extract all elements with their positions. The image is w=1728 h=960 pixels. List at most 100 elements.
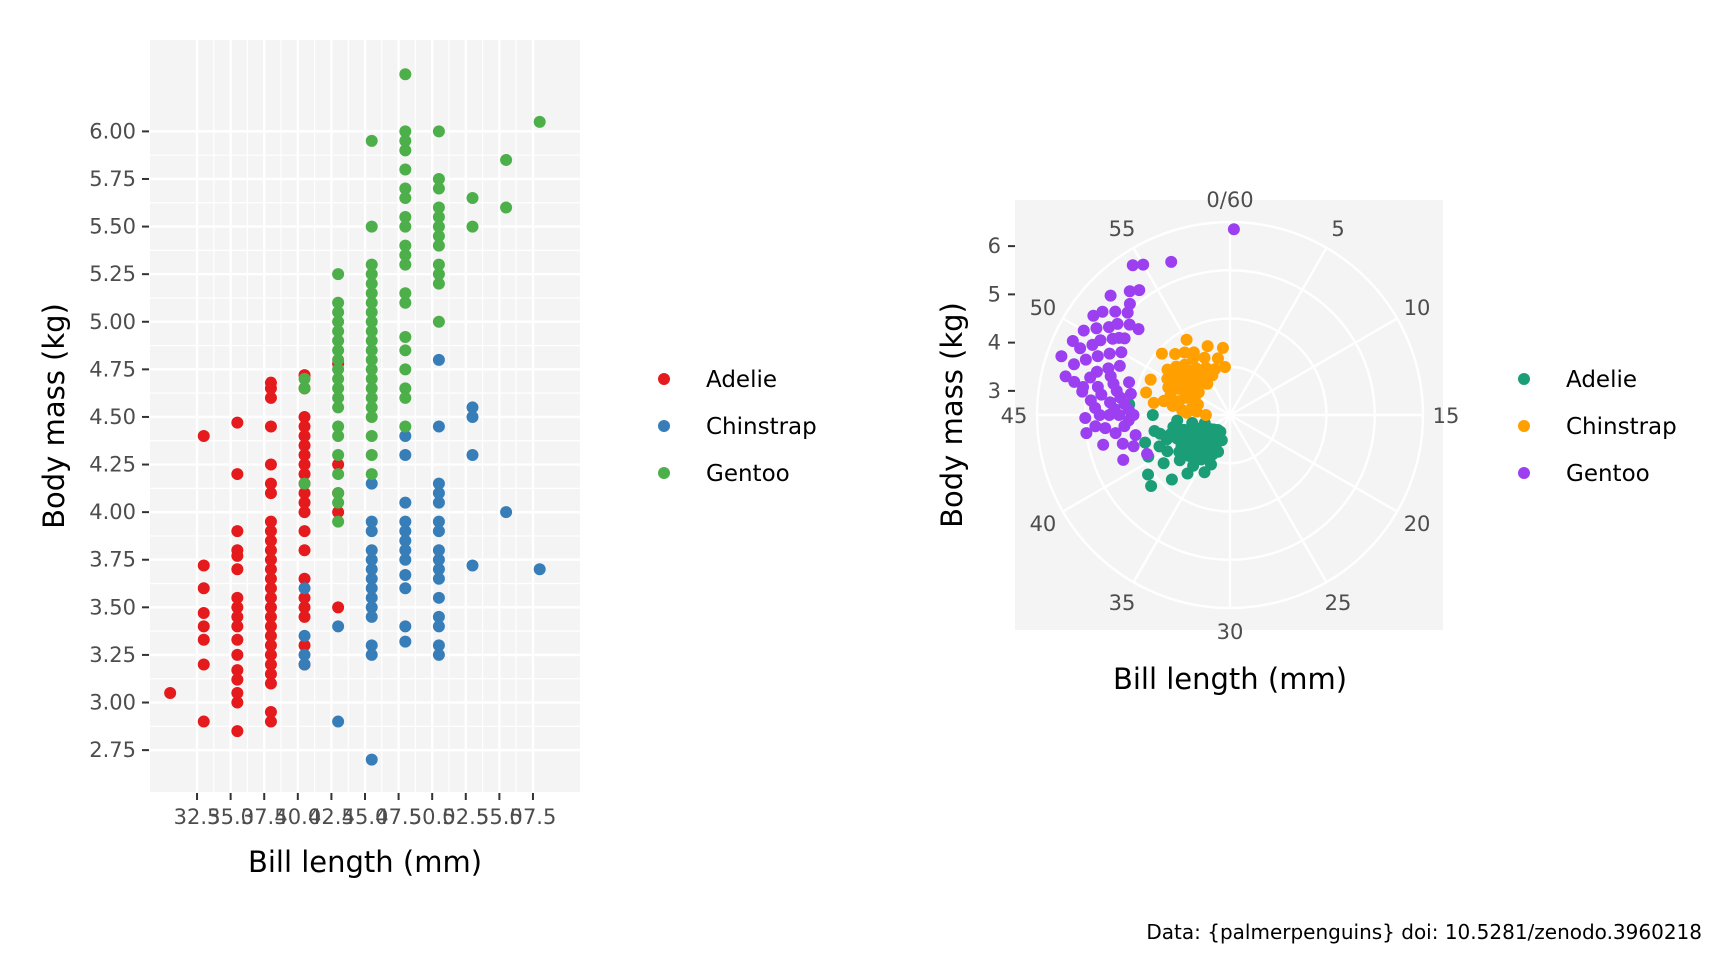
polar-gridlines bbox=[1035, 220, 1425, 610]
data-point-gentoo bbox=[399, 211, 412, 224]
data-point-adelie bbox=[231, 687, 244, 700]
polar-point-gentoo bbox=[1079, 412, 1092, 425]
data-point-chinstrap bbox=[298, 582, 311, 595]
data-point-gentoo bbox=[432, 277, 445, 290]
data-point-gentoo bbox=[399, 163, 412, 176]
angle-tick-label: 55 bbox=[1109, 217, 1136, 241]
data-point-chinstrap bbox=[365, 601, 378, 614]
r-tick-label: 5 bbox=[988, 282, 1001, 306]
data-point-gentoo bbox=[365, 372, 378, 385]
data-point-adelie bbox=[298, 506, 311, 519]
x-tick-label: 52.5 bbox=[442, 805, 489, 829]
polar-point-chinstrap bbox=[1218, 361, 1231, 374]
data-point-gentoo bbox=[399, 363, 412, 376]
data-point-chinstrap bbox=[432, 639, 445, 652]
data-point-chinstrap bbox=[365, 544, 378, 557]
legend-label-adelie: Adelie bbox=[706, 367, 777, 393]
polar-point-chinstrap bbox=[1144, 373, 1157, 386]
polar-point-chinstrap bbox=[1140, 386, 1153, 399]
data-source-caption: Data: {palmerpenguins} doi: 10.5281/zeno… bbox=[1146, 920, 1702, 944]
data-point-chinstrap bbox=[500, 506, 513, 519]
data-point-adelie bbox=[264, 376, 277, 389]
data-point-chinstrap bbox=[399, 534, 412, 547]
data-point-adelie bbox=[298, 487, 311, 500]
polar-point-gentoo bbox=[1165, 255, 1178, 268]
data-point-chinstrap bbox=[432, 525, 445, 538]
left-gridlines bbox=[150, 40, 580, 792]
data-point-gentoo bbox=[332, 306, 345, 319]
data-point-gentoo bbox=[432, 268, 445, 281]
data-point-gentoo bbox=[332, 487, 345, 500]
data-point-gentoo bbox=[365, 315, 378, 328]
data-point-gentoo bbox=[365, 468, 378, 481]
polar-point-gentoo bbox=[1087, 309, 1100, 322]
data-point-adelie bbox=[298, 591, 311, 604]
polar-spoke bbox=[1228, 247, 1328, 416]
data-point-gentoo bbox=[365, 353, 378, 366]
data-point-gentoo bbox=[365, 277, 378, 290]
data-point-adelie bbox=[264, 515, 277, 528]
angle-tick-label: 10 bbox=[1404, 296, 1431, 320]
polar-point-chinstrap bbox=[1162, 381, 1175, 394]
data-point-adelie bbox=[264, 639, 277, 652]
polar-point-gentoo bbox=[1059, 370, 1072, 383]
legend-label-adelie: Adelie bbox=[1566, 367, 1637, 393]
data-point-gentoo bbox=[399, 296, 412, 309]
polar-point-gentoo bbox=[1090, 365, 1103, 378]
data-point-gentoo bbox=[399, 287, 412, 300]
data-point-adelie bbox=[264, 525, 277, 538]
data-point-chinstrap bbox=[365, 553, 378, 566]
polar-point-gentoo bbox=[1055, 350, 1068, 363]
data-point-chinstrap bbox=[432, 420, 445, 433]
data-point-adelie bbox=[264, 706, 277, 719]
left-y-axis: 2.75 3.00 3.25 3.50 3.75 4.00 4.25 4.50 4.75 5.00… bbox=[89, 119, 149, 762]
data-point-adelie bbox=[264, 658, 277, 671]
legend-label-chinstrap: Chinstrap bbox=[706, 414, 817, 440]
y-tick-label: 6.00 bbox=[89, 119, 136, 143]
data-point-gentoo bbox=[298, 372, 311, 385]
data-point-adelie bbox=[264, 601, 277, 614]
data-point-gentoo bbox=[365, 363, 378, 376]
legend-key-gentoo bbox=[658, 467, 670, 479]
legend-key-adelie bbox=[1518, 373, 1530, 385]
data-point-gentoo bbox=[399, 182, 412, 195]
data-point-gentoo bbox=[399, 192, 412, 205]
data-point-adelie bbox=[298, 468, 311, 481]
data-point-adelie bbox=[264, 544, 277, 557]
data-point-gentoo bbox=[432, 230, 445, 243]
y-tick-label: 5.25 bbox=[89, 262, 136, 286]
polar-point-gentoo bbox=[1132, 323, 1145, 336]
data-point-chinstrap bbox=[533, 563, 546, 576]
data-point-gentoo bbox=[399, 330, 412, 343]
data-point-gentoo bbox=[332, 515, 345, 528]
data-point-chinstrap bbox=[365, 563, 378, 576]
polar-point-gentoo bbox=[1102, 362, 1115, 375]
data-point-gentoo bbox=[332, 468, 345, 481]
data-point-adelie bbox=[197, 715, 210, 728]
data-point-gentoo bbox=[332, 268, 345, 281]
legend-key-gentoo bbox=[1518, 467, 1530, 479]
data-point-gentoo bbox=[432, 220, 445, 233]
data-point-gentoo bbox=[365, 410, 378, 423]
data-point-adelie bbox=[264, 563, 277, 576]
data-point-chinstrap bbox=[432, 610, 445, 623]
y-tick-label: 3.00 bbox=[89, 691, 136, 715]
data-point-adelie bbox=[231, 620, 244, 633]
data-point-gentoo bbox=[432, 201, 445, 214]
polar-point-gentoo bbox=[1111, 317, 1124, 330]
data-point-adelie bbox=[264, 648, 277, 661]
polar-point-adelie bbox=[1198, 466, 1211, 479]
polar-point-gentoo bbox=[1090, 322, 1103, 335]
polar-point-gentoo bbox=[1099, 422, 1112, 435]
data-point-adelie bbox=[231, 696, 244, 709]
data-point-chinstrap bbox=[432, 544, 445, 557]
data-point-gentoo bbox=[298, 477, 311, 490]
data-point-chinstrap bbox=[466, 559, 479, 572]
data-point-chinstrap bbox=[432, 572, 445, 585]
data-point-chinstrap bbox=[432, 591, 445, 604]
data-point-gentoo bbox=[399, 344, 412, 357]
data-point-gentoo bbox=[432, 315, 445, 328]
polar-point-gentoo bbox=[1077, 324, 1090, 337]
data-point-adelie bbox=[231, 601, 244, 614]
polar-point-adelie bbox=[1186, 417, 1199, 430]
